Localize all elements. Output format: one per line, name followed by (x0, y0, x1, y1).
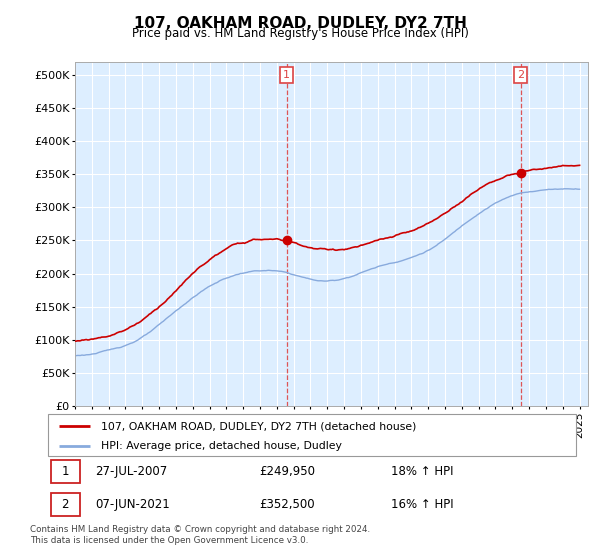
Text: 2: 2 (61, 498, 69, 511)
Text: 1: 1 (61, 465, 69, 478)
FancyBboxPatch shape (50, 493, 80, 516)
FancyBboxPatch shape (50, 460, 80, 483)
Text: 1: 1 (283, 70, 290, 80)
Text: HPI: Average price, detached house, Dudley: HPI: Average price, detached house, Dudl… (101, 441, 341, 451)
Text: 107, OAKHAM ROAD, DUDLEY, DY2 7TH: 107, OAKHAM ROAD, DUDLEY, DY2 7TH (134, 16, 466, 31)
Text: 18% ↑ HPI: 18% ↑ HPI (391, 465, 454, 478)
Text: 16% ↑ HPI: 16% ↑ HPI (391, 498, 454, 511)
Text: Contains HM Land Registry data © Crown copyright and database right 2024.
This d: Contains HM Land Registry data © Crown c… (30, 525, 370, 545)
Text: 27-JUL-2007: 27-JUL-2007 (95, 465, 168, 478)
Text: Price paid vs. HM Land Registry's House Price Index (HPI): Price paid vs. HM Land Registry's House … (131, 27, 469, 40)
Text: £249,950: £249,950 (259, 465, 315, 478)
Text: 2: 2 (517, 70, 524, 80)
Text: 07-JUN-2021: 07-JUN-2021 (95, 498, 170, 511)
Text: 107, OAKHAM ROAD, DUDLEY, DY2 7TH (detached house): 107, OAKHAM ROAD, DUDLEY, DY2 7TH (detac… (101, 421, 416, 431)
FancyBboxPatch shape (48, 414, 576, 456)
Text: £352,500: £352,500 (259, 498, 315, 511)
